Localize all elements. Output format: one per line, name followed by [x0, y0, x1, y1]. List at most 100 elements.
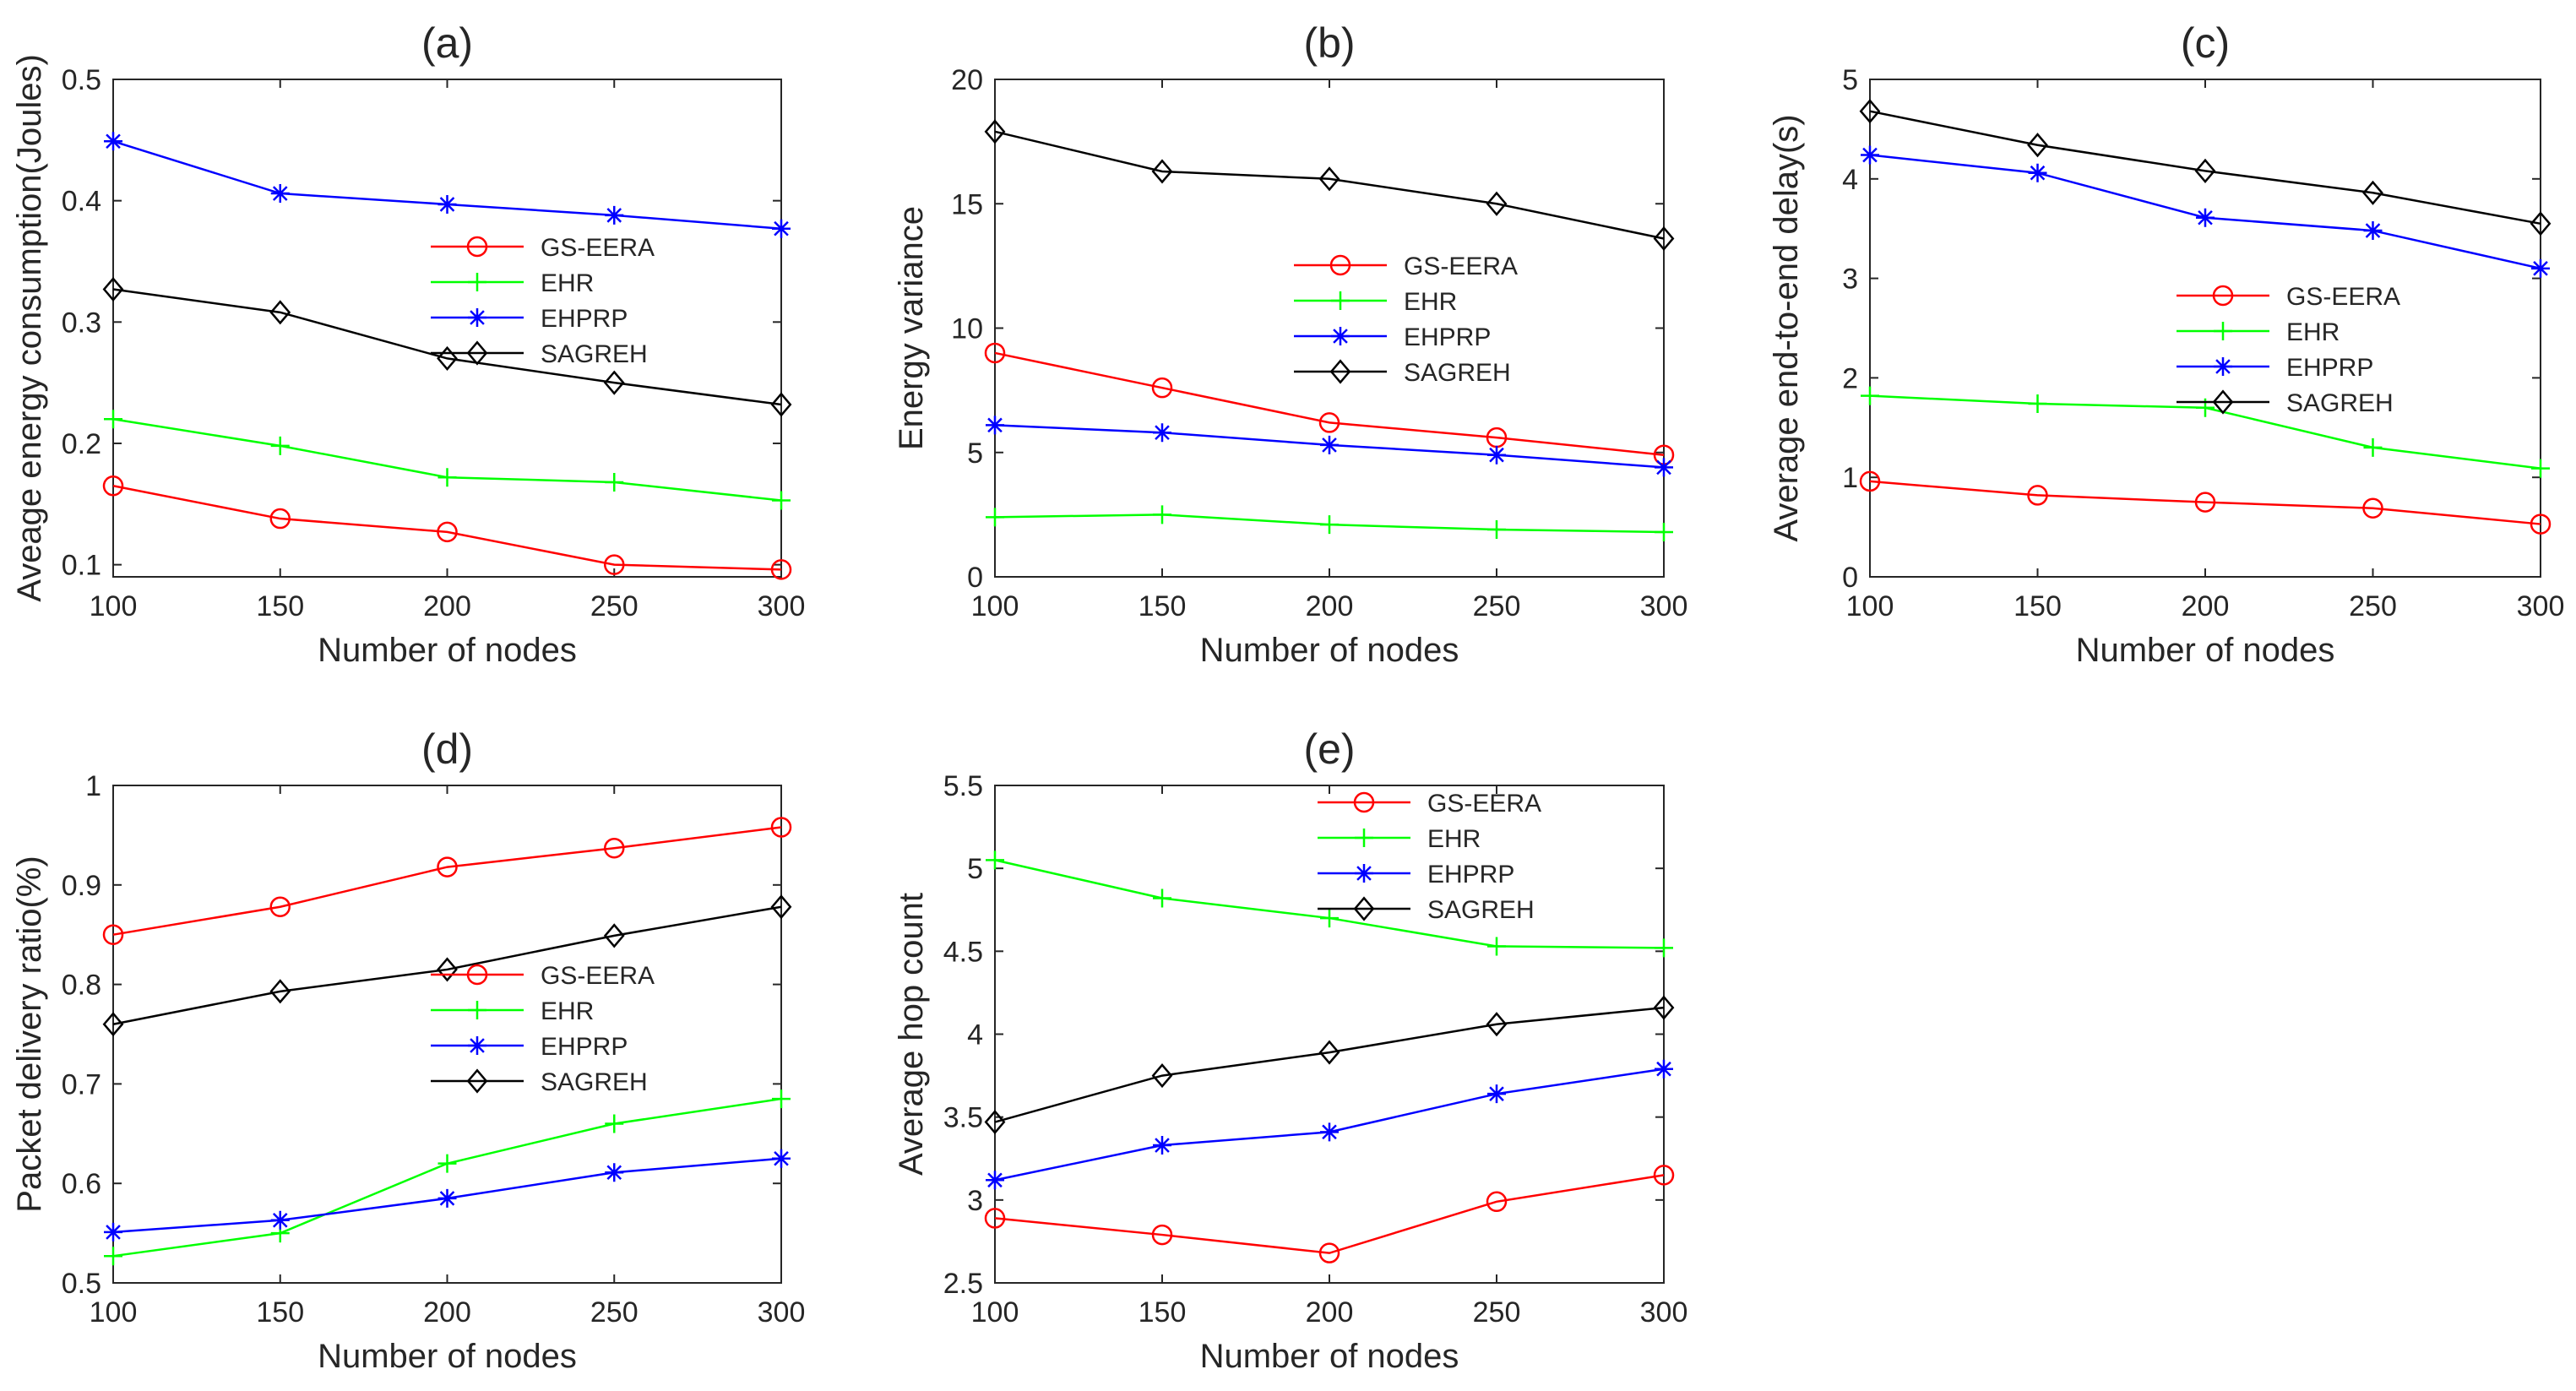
legend-entry-ehprp: EHPRP: [541, 1033, 628, 1061]
legend-marker-sagreh: [1353, 896, 1375, 921]
data-point-gs-eera: [1318, 412, 1340, 433]
x-axis-label: Number of nodes: [318, 1338, 577, 1375]
data-point-sagreh: [770, 392, 792, 417]
data-point-ehprp: [437, 194, 457, 214]
y-tick-label: 0.5: [62, 64, 101, 96]
data-point-gs-eera: [1151, 1224, 1173, 1246]
series-sagreh: [984, 995, 1675, 1135]
series-line-sagreh: [1869, 110, 2541, 225]
data-point-ehprp: [104, 132, 122, 151]
data-point-gs-eera: [2530, 513, 2552, 535]
data-point-sagreh: [603, 923, 625, 948]
data-point-ehprp: [2531, 258, 2550, 278]
series-ehr: [104, 1089, 791, 1266]
data-point-ehr: [270, 436, 290, 455]
data-point-ehr: [1153, 888, 1171, 908]
y-tick-label: 5: [967, 437, 983, 470]
y-tick-label: 0: [967, 562, 983, 594]
legend: GS-EERA EHR EHPRP SAGREH: [1294, 253, 1518, 387]
data-point-sagreh: [1318, 166, 1340, 192]
legend-marker-ehr: [468, 273, 486, 291]
series-gs-eera: [984, 342, 1675, 465]
series-sagreh: [1859, 99, 2552, 236]
data-point-ehr: [1320, 515, 1339, 535]
series-gs-eera: [102, 475, 792, 580]
data-point-ehprp: [270, 1210, 290, 1230]
legend-entry-gs-eera: GS-EERA: [541, 962, 655, 990]
x-tick-label: 250: [590, 590, 639, 622]
series-line-ehprp: [112, 140, 782, 230]
data-point-ehprp: [1655, 458, 1673, 477]
x-tick-label: 100: [971, 590, 1019, 622]
legend-entry-sagreh: SAGREH: [1404, 359, 1511, 387]
chart-panel-4: 100 150 200 250 300 0.5 0.6 0.7 0.8 0.9 1 (d) Number…: [11, 725, 805, 1375]
data-point-ehprp: [605, 205, 624, 225]
y-tick-label: 3: [1842, 264, 1858, 296]
legend-marker-ehprp: [468, 308, 486, 327]
x-tick-label: 250: [2349, 590, 2397, 622]
x-tick-label: 300: [2517, 590, 2565, 622]
x-axis-label: Number of nodes: [318, 632, 577, 669]
data-point-ehprp: [1861, 145, 1879, 165]
legend-marker-ehprp: [1355, 864, 1373, 883]
x-tick-label: 300: [758, 1296, 806, 1329]
chart-title: (a): [421, 19, 473, 67]
data-point-sagreh: [1653, 995, 1675, 1020]
y-tick-label: 0.4: [62, 186, 101, 218]
data-point-ehprp: [1153, 423, 1171, 443]
y-axis-label: Energy variance: [893, 206, 930, 450]
chart-panel-2: 100 150 200 250 300 0 5 10 15 20 (b) Number of node…: [893, 19, 1687, 669]
data-point-sagreh: [269, 979, 291, 1004]
x-tick-label: 200: [1306, 590, 1354, 622]
legend-entry-sagreh: SAGREH: [1427, 896, 1535, 924]
x-tick-label: 250: [590, 1296, 639, 1329]
chart-title: (e): [1303, 725, 1355, 773]
legend-entry-gs-eera: GS-EERA: [541, 234, 655, 262]
x-tick-label: 100: [971, 1296, 1019, 1329]
data-point-ehprp: [104, 1222, 122, 1242]
plot-area-frame: [112, 79, 782, 578]
data-point-ehprp: [986, 416, 1004, 435]
series-line-gs-eera: [1869, 480, 2541, 525]
legend-marker-ehprp: [468, 1036, 486, 1055]
data-point-ehr: [437, 1154, 457, 1173]
data-point-sagreh: [1859, 99, 1881, 124]
data-point-gs-eera: [1318, 1242, 1340, 1263]
data-point-ehr: [986, 508, 1004, 527]
plot-area-frame: [994, 785, 1665, 1284]
legend-entry-gs-eera: GS-EERA: [2286, 283, 2400, 311]
series-ehprp: [104, 132, 791, 238]
x-tick-label: 200: [1306, 1296, 1354, 1329]
data-point-sagreh: [1318, 1040, 1340, 1065]
data-point-ehprp: [2196, 208, 2215, 227]
y-tick-label: 0.3: [62, 307, 101, 339]
legend: GS-EERA EHR EHPRP SAGREH: [1318, 790, 1541, 924]
data-point-ehprp: [437, 1188, 457, 1208]
series-ehr: [104, 410, 791, 510]
legend: GS-EERA EHR EHPRP SAGREH: [431, 234, 655, 368]
x-tick-label: 250: [1473, 1296, 1521, 1329]
data-point-sagreh: [269, 300, 291, 325]
data-point-ehr: [2363, 437, 2383, 457]
data-point-gs-eera: [102, 924, 124, 945]
y-tick-label: 20: [951, 64, 983, 96]
y-tick-label: 2: [1842, 362, 1858, 394]
y-tick-label: 0: [1842, 562, 1858, 594]
data-point-ehprp: [986, 1171, 1004, 1190]
y-axis-label: Aveage energy consumption(Joules): [11, 54, 48, 602]
data-point-ehr: [437, 468, 457, 487]
data-point-ehr: [104, 1247, 122, 1266]
series-line-ehr: [112, 418, 782, 502]
data-point-gs-eera: [1151, 377, 1173, 399]
y-tick-label: 0.7: [62, 1068, 101, 1100]
plot-area-frame: [112, 785, 782, 1284]
legend-marker-gs-eera: [1353, 791, 1375, 813]
y-tick-label: 0.2: [62, 428, 101, 460]
legend-entry-sagreh: SAGREH: [2286, 389, 2394, 417]
data-point-ehr: [1655, 522, 1673, 541]
data-point-ehr: [1153, 505, 1171, 524]
y-tick-label: 1: [85, 770, 101, 802]
data-point-sagreh: [1486, 1012, 1508, 1037]
series-line-gs-eera: [112, 485, 782, 571]
